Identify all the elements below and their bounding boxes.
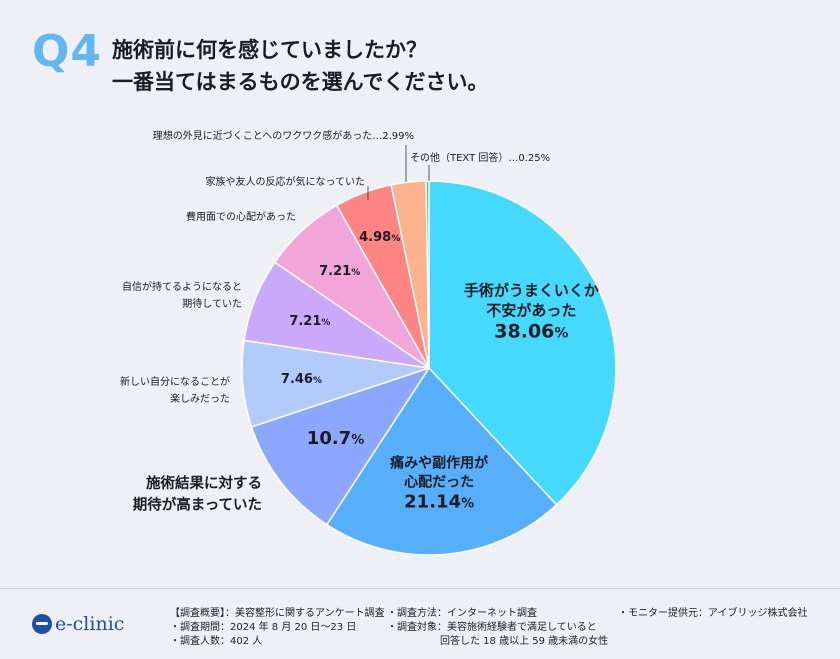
slice-value-4: 7.21% <box>289 314 330 329</box>
outside-label-8: その他（TEXT 回答）…0.25% <box>410 151 550 164</box>
slice-value-2: 10.7% <box>307 428 364 449</box>
slice-value-6: 4.98% <box>359 230 400 245</box>
outside-label-4-line-1: 期待していた <box>182 297 242 310</box>
slice-label-0-line-0: 手術がうまくいくか <box>464 282 599 300</box>
survey-target: ・調査対象：美容施術経験者で満足していると <box>387 622 597 633</box>
pie-slice-0 <box>428 180 617 506</box>
outside-label-7: 理想の外見に近づくことへのワクワク感があった…2.99% <box>153 129 414 142</box>
slice-value-5: 7.21% <box>319 264 360 279</box>
survey-count: ・調査人数：402 人 <box>170 636 263 647</box>
survey-method: ・調査方法：インターネット調査 <box>387 608 537 619</box>
survey-overview-column: 【調査概要】：美容整形に関するアンケート調査 ・調査期間：2024 年 8 月 … <box>170 607 385 649</box>
pie-slice-1 <box>325 366 558 556</box>
outside-label-2-line-1: 期待が高まっていた <box>133 496 262 514</box>
outside-label-5: 費用面での心配があった <box>186 210 296 223</box>
question-number: Q4 <box>32 26 103 77</box>
outside-label-3-line-0: 新しい自分になることが <box>120 375 230 388</box>
title-line-1: 施術前に何を感じていましたか？ <box>112 38 427 62</box>
footer: e-clinic 【調査概要】：美容整形に関するアンケート調査 ・調査期間：20… <box>0 588 840 659</box>
outside-label-3-line-1: 楽しみだった <box>170 392 230 405</box>
outside-label-4-line-0: 自信が持てるようになると <box>122 280 242 293</box>
survey-period: ・調査期間：2024 年 8 月 20 日〜23 日 <box>170 622 357 633</box>
survey-target-continued: 回答した 18 歳以上 59 歳未満の女性 <box>440 636 609 647</box>
page-title: 施術前に何を感じていましたか？ 一番当てはまるものを選んでください。 <box>112 34 489 98</box>
monitor-column: ・モニター提供元：アイブリッジ株式会社 <box>618 607 808 621</box>
survey-overview: 【調査概要】：美容整形に関するアンケート調査 <box>170 608 385 619</box>
pie-slice-2 <box>250 366 431 526</box>
monitor-provider: ・モニター提供元：アイブリッジ株式会社 <box>618 608 808 619</box>
slice-value-3: 7.46% <box>281 372 322 387</box>
outside-label-6: 家族や友人の反応が気になっていた <box>206 175 366 188</box>
slice-label-1-line-1: 心配だった <box>404 475 474 491</box>
slice-value-0: 38.06% <box>494 321 568 343</box>
slice-value-1: 21.14% <box>404 492 474 513</box>
outside-label-2-line-0: 施術結果に対する <box>146 474 262 492</box>
title-line-2: 一番当てはまるものを選んでください。 <box>112 70 489 94</box>
brand-logo: e-clinic <box>32 613 124 635</box>
survey-method-column: ・調査方法：インターネット調査 ・調査対象：美容施術経験者で満足していると 回答… <box>387 607 608 649</box>
e-clinic-logo-icon <box>32 614 52 634</box>
logo-text: e-clinic <box>55 613 125 635</box>
slice-label-1-line-0: 痛みや副作用が <box>389 455 489 472</box>
slice-label-0-line-1: 不安があった <box>486 302 576 320</box>
